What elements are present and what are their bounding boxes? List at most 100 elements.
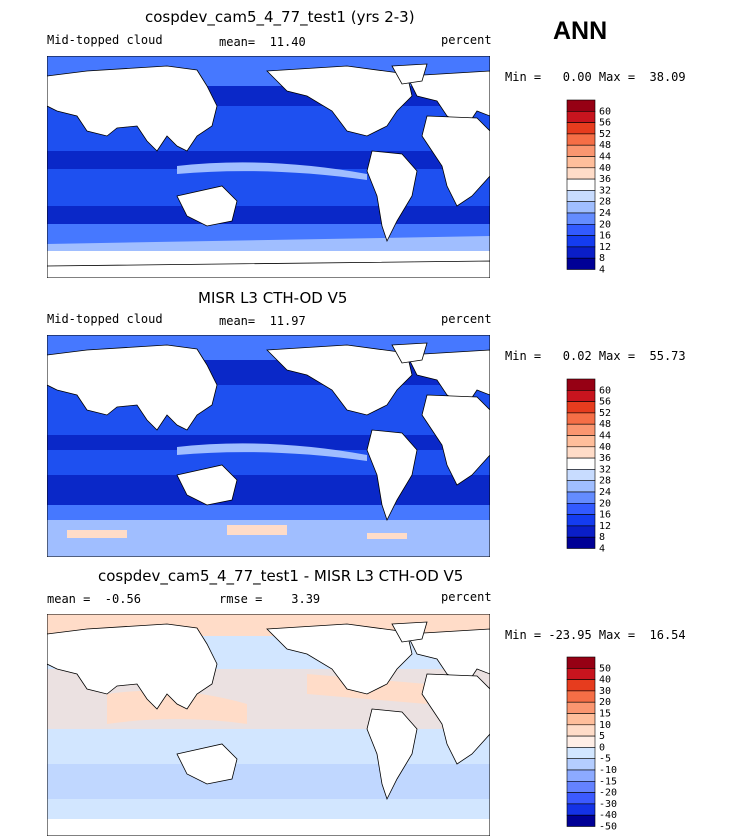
colorbar-label: -40 (599, 810, 617, 821)
colorbar-label: -15 (599, 776, 617, 787)
colorbar-box (566, 656, 596, 669)
panel2-mean: mean= 11.97 (219, 314, 306, 328)
colorbar-box (566, 390, 596, 402)
colorbar-box (566, 156, 596, 169)
colorbar-box (566, 412, 596, 425)
colorbar-box (566, 201, 596, 214)
colorbar-label: 32 (599, 185, 611, 196)
colorbar-label: 8 (599, 532, 605, 543)
colorbar-box (566, 423, 596, 436)
colorbar-box (566, 401, 596, 414)
panel1-title: cospdev_cam5_4_77_test1 (yrs 2-3) (145, 8, 415, 26)
colorbar-label: 28 (599, 197, 611, 208)
colorbar-label: 36 (599, 174, 611, 185)
panel2-map (47, 335, 490, 557)
colorbar-label: 40 (599, 675, 611, 686)
colorbar-box (566, 446, 596, 459)
colorbar-box (566, 99, 596, 112)
panel2-title: MISR L3 CTH-OD V5 (198, 289, 348, 307)
colorbar-box (566, 457, 596, 470)
colorbar-box (566, 758, 596, 771)
panel3-rmse: rmse = 3.39 (219, 592, 321, 606)
panel2-units: percent (441, 312, 492, 326)
colorbar-label: 56 (599, 118, 611, 129)
colorbar-box (566, 167, 596, 180)
colorbar-label: 12 (599, 521, 611, 532)
colorbar-label: 20 (599, 219, 611, 230)
colorbar-label: 12 (599, 242, 611, 253)
colorbar-label: 16 (599, 510, 611, 521)
colorbar-label: 56 (599, 397, 611, 408)
colorbar-label: 32 (599, 464, 611, 475)
colorbar-label: 28 (599, 476, 611, 487)
colorbar-box (566, 713, 596, 726)
colorbar-label: 52 (599, 408, 611, 419)
colorbar-box (566, 514, 596, 527)
colorbar-box (566, 491, 596, 504)
colorbar-box (566, 814, 596, 827)
colorbar-label: 52 (599, 129, 611, 140)
colorbar-box (566, 668, 596, 680)
colorbar-box (566, 224, 596, 236)
colorbar-box (566, 536, 596, 549)
colorbar-label: 60 (599, 106, 611, 117)
colorbar-box (566, 378, 596, 391)
colorbar-label: 40 (599, 163, 611, 174)
colorbar-label: 4 (599, 544, 605, 554)
panel1-units: percent (441, 33, 492, 47)
panel1-map (47, 56, 490, 278)
colorbar-box (566, 769, 596, 782)
colorbar-box (566, 212, 596, 225)
panel1-field-label: Mid-topped cloud (47, 33, 163, 47)
colorbar-box (566, 469, 596, 482)
panel3-minmax: Min = -23.95 Max = 16.54 (505, 628, 686, 642)
colorbar-box (566, 735, 596, 748)
panel3-title: cospdev_cam5_4_77_test1 - MISR L3 CTH-OD… (98, 567, 464, 585)
colorbar-box (566, 701, 596, 714)
colorbar-label: 30 (599, 686, 611, 697)
colorbar-box (566, 144, 596, 157)
colorbar-label: 36 (599, 453, 611, 464)
colorbar-box (566, 480, 596, 493)
colorbar-box (566, 724, 596, 737)
panel2-minmax: Min = 0.02 Max = 55.73 (505, 349, 686, 363)
colorbar-box (566, 747, 596, 760)
colorbar-label: -10 (599, 765, 617, 776)
panel3-mean: mean = -0.56 (47, 592, 141, 606)
colorbar-box (566, 190, 596, 203)
colorbar-label: -5 (599, 754, 611, 765)
colorbar-label: -30 (599, 799, 617, 810)
colorbar-label: 48 (599, 140, 611, 151)
panel2-field-label: Mid-topped cloud (47, 312, 163, 326)
colorbar-box (566, 257, 596, 270)
colorbar-box (566, 122, 596, 135)
panel3-map (47, 614, 490, 836)
panel3-units: percent (441, 590, 492, 604)
colorbar-box (566, 803, 596, 816)
colorbar-label: 0 (599, 742, 605, 753)
colorbar-box (566, 781, 596, 793)
colorbar-box (566, 792, 596, 805)
colorbar-label: 20 (599, 697, 611, 708)
colorbar-label: 44 (599, 152, 611, 163)
colorbar-box (566, 133, 596, 146)
season-label: ANN (553, 17, 608, 45)
colorbar-label: 60 (599, 385, 611, 396)
colorbar-label: -50 (599, 822, 617, 832)
colorbar-label: 24 (599, 487, 611, 498)
panel1-mean: mean= 11.40 (219, 35, 306, 49)
colorbar-box (566, 246, 596, 259)
colorbar-label: 50 (599, 663, 611, 674)
colorbar-label: 4 (599, 265, 605, 275)
colorbar-label: 15 (599, 709, 611, 720)
colorbar-box (566, 679, 596, 692)
colorbar-label: 16 (599, 231, 611, 242)
panel1-minmax: Min = 0.00 Max = 38.09 (505, 70, 686, 84)
colorbar-box (566, 690, 596, 703)
colorbar-label: 44 (599, 431, 611, 442)
colorbar-label: 40 (599, 442, 611, 453)
colorbar-box (566, 525, 596, 538)
